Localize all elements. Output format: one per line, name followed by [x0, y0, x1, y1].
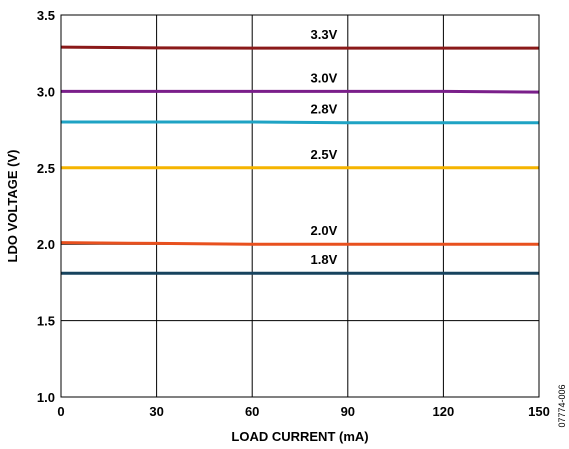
y-tick-label: 3.5: [37, 8, 55, 23]
series-line: [60, 241, 539, 246]
series-label: 2.8V: [311, 102, 338, 117]
series-label: 2.5V: [311, 147, 338, 162]
y-tick-label: 1.5: [37, 314, 55, 329]
x-tick-label: 60: [245, 404, 259, 419]
y-axis-title: LDO VOLTAGE (V): [5, 150, 20, 263]
series-label: 1.8V: [311, 252, 338, 267]
x-tick-labels: 0 30 60 90 120 150: [57, 404, 549, 419]
x-tick-label: 30: [149, 404, 163, 419]
series-line: [61, 89, 540, 94]
y-tick-label: 2.0: [37, 237, 55, 252]
x-tick-label: 150: [528, 404, 550, 419]
series-label: 2.0V: [311, 223, 338, 238]
series-lines: [60, 45, 540, 275]
x-tick-label: 90: [341, 404, 355, 419]
series-label: 3.0V: [311, 70, 338, 85]
series-line: [60, 45, 539, 50]
x-tick-label: 0: [57, 404, 64, 419]
y-tick-labels: 1.0 1.5 2.0 2.5 3.0 3.5: [37, 8, 55, 405]
y-tick-label: 2.5: [37, 161, 55, 176]
y-tick-label: 1.0: [37, 390, 55, 405]
series-label: 3.3V: [311, 27, 338, 42]
y-tick-label: 3.0: [37, 84, 55, 99]
plot-background: [61, 15, 539, 397]
series-line: [61, 120, 539, 125]
x-axis-title: LOAD CURRENT (mA): [231, 429, 368, 444]
series-labels: 3.3V 3.0V 2.8V 2.5V 2.0V 1.8V: [311, 27, 338, 267]
plot-frame: [60, 14, 540, 398]
x-tick-label: 120: [433, 404, 455, 419]
figure-id: 07774-006: [557, 384, 567, 427]
